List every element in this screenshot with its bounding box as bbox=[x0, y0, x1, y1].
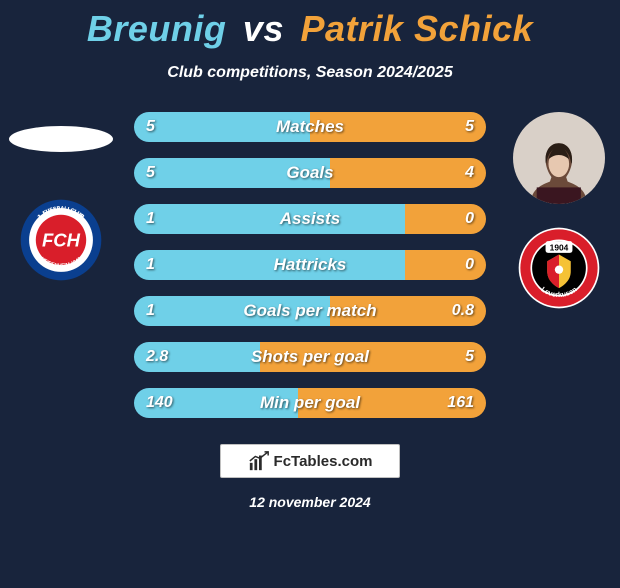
main-area: FCH 1. FUSSBALLCLUB 1. FUSSBALLCLUB HEID… bbox=[0, 112, 620, 418]
left-side: FCH 1. FUSSBALLCLUB 1. FUSSBALLCLUB HEID… bbox=[6, 112, 116, 282]
stat-label: Hattricks bbox=[274, 255, 347, 275]
player2-photo bbox=[513, 112, 605, 204]
stat-value-left: 1 bbox=[146, 302, 155, 320]
stat-row: 2.8 5 Shots per goal bbox=[134, 342, 486, 372]
bar-left bbox=[134, 250, 405, 280]
stat-value-left: 1 bbox=[146, 210, 155, 228]
player2-name: Patrik Schick bbox=[300, 8, 533, 49]
stat-label: Goals bbox=[286, 163, 333, 183]
comparison-title: Breunig vs Patrik Schick bbox=[0, 8, 620, 50]
leverkusen-logo-icon: 1904 Leverkusen bbox=[517, 226, 601, 310]
stat-row: 5 4 Goals bbox=[134, 158, 486, 188]
stat-value-right: 161 bbox=[447, 394, 474, 412]
stat-value-right: 5 bbox=[465, 118, 474, 136]
stat-value-right: 4 bbox=[465, 164, 474, 182]
stat-row: 1 0 Assists bbox=[134, 204, 486, 234]
footer-date: 12 november 2024 bbox=[0, 494, 620, 510]
stat-row: 5 5 Matches bbox=[134, 112, 486, 142]
stat-row: 1 0 Hattricks bbox=[134, 250, 486, 280]
club-logo-left: FCH 1. FUSSBALLCLUB 1. FUSSBALLCLUB HEID… bbox=[19, 198, 103, 282]
bar-left bbox=[134, 204, 405, 234]
footer-brand-text: FcTables.com bbox=[274, 453, 373, 470]
stat-row: 140 161 Min per goal bbox=[134, 388, 486, 418]
stat-label: Goals per match bbox=[243, 301, 376, 321]
vs-text: vs bbox=[243, 8, 284, 49]
stat-label: Assists bbox=[280, 209, 340, 229]
stat-value-left: 5 bbox=[146, 118, 155, 136]
player1-photo-placeholder bbox=[9, 126, 113, 152]
footer-brand: FcTables.com bbox=[220, 444, 400, 478]
stat-value-right: 5 bbox=[465, 348, 474, 366]
bar-right bbox=[330, 158, 486, 188]
stat-value-left: 1 bbox=[146, 256, 155, 274]
player1-name: Breunig bbox=[87, 8, 227, 49]
svg-text:FCH: FCH bbox=[42, 230, 81, 251]
club-logo-right: 1904 Leverkusen bbox=[517, 226, 601, 310]
stat-label: Matches bbox=[276, 117, 344, 137]
stat-value-left: 140 bbox=[146, 394, 173, 412]
right-side: 1904 Leverkusen bbox=[504, 112, 614, 310]
player2-silhouette-icon bbox=[522, 130, 596, 204]
stat-row: 1 0.8 Goals per match bbox=[134, 296, 486, 326]
stat-label: Shots per goal bbox=[251, 347, 369, 367]
subtitle: Club competitions, Season 2024/2025 bbox=[0, 64, 620, 82]
stat-value-left: 5 bbox=[146, 164, 155, 182]
stat-value-left: 2.8 bbox=[146, 348, 168, 366]
stat-value-right: 0 bbox=[465, 210, 474, 228]
stat-label: Min per goal bbox=[260, 393, 360, 413]
stat-value-right: 0 bbox=[465, 256, 474, 274]
stat-value-right: 0.8 bbox=[452, 302, 474, 320]
svg-text:1904: 1904 bbox=[550, 242, 569, 252]
heidenheim-logo-icon: FCH 1. FUSSBALLCLUB 1. FUSSBALLCLUB HEID… bbox=[19, 198, 103, 282]
fctables-icon bbox=[248, 450, 270, 472]
stat-bars-container: 5 5 Matches 5 4 Goals 1 0 Assists 1 0 Hattricks 1 0.8… bbox=[134, 112, 486, 418]
